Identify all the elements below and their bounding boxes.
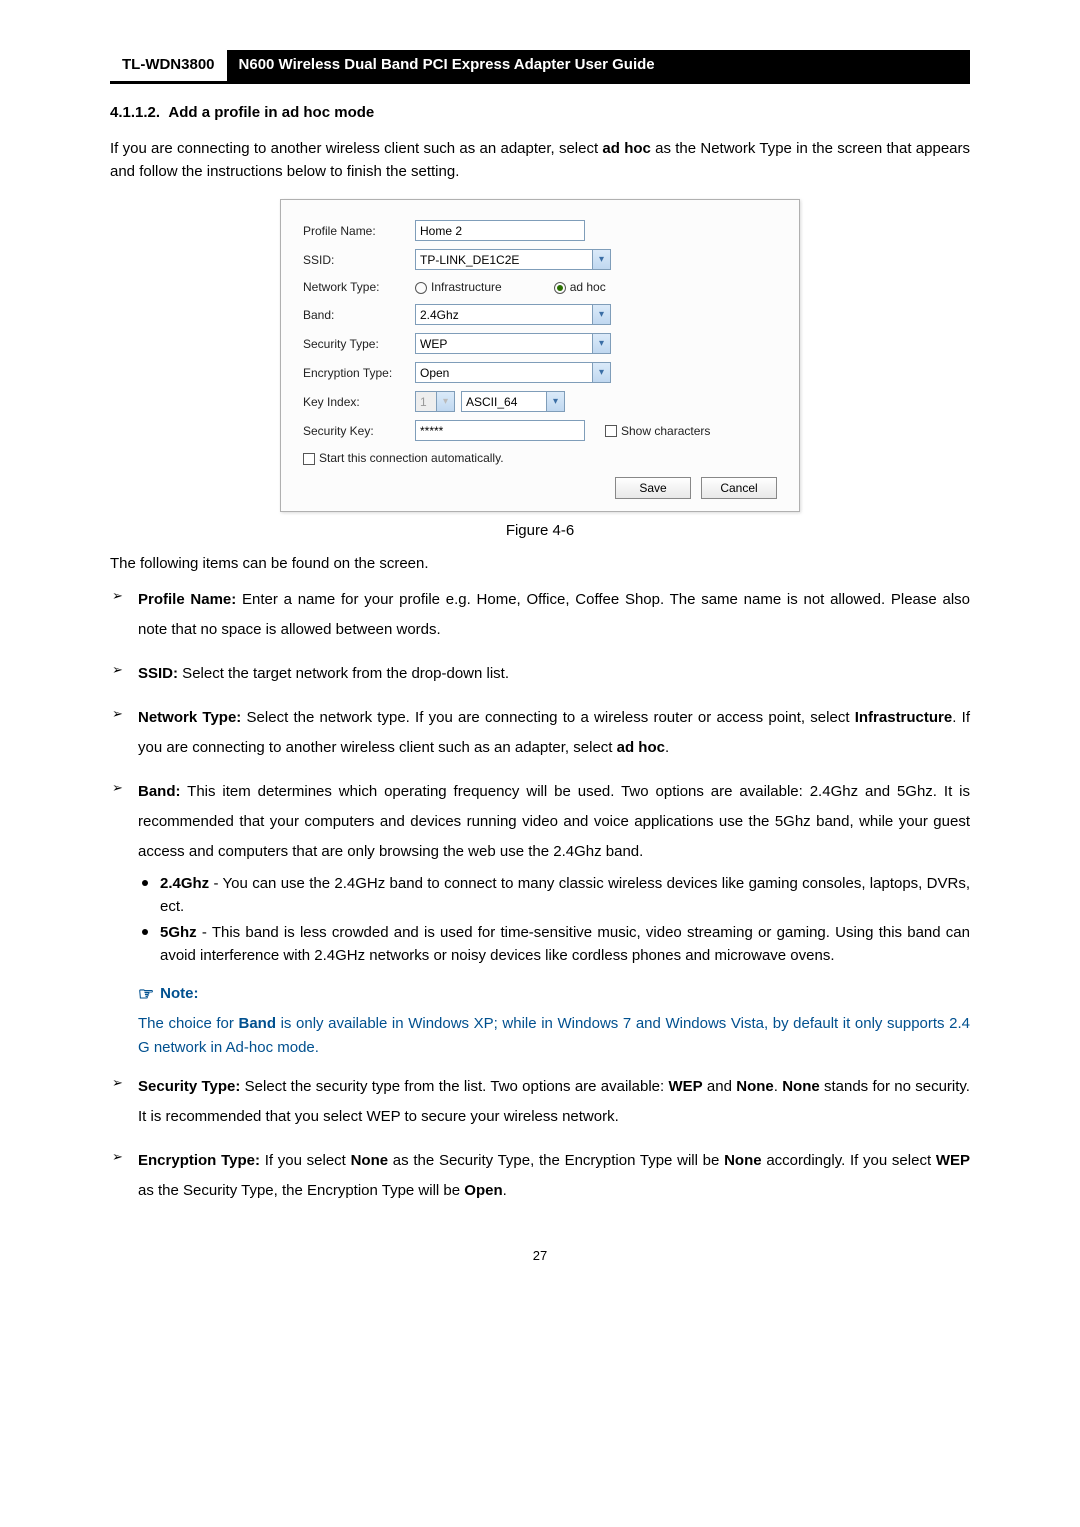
item-ssid: SSID: Select the target network from the…	[138, 659, 970, 689]
chevron-down-icon[interactable]: ▾	[436, 392, 454, 411]
security-key-label: Security Key:	[303, 422, 415, 440]
subitem-24ghz: 2.4Ghz - You can use the 2.4GHz band to …	[160, 873, 970, 918]
adhoc-radio[interactable]: ad hoc	[554, 278, 606, 296]
note-head-text: Note:	[160, 983, 198, 1006]
chevron-down-icon[interactable]: ▾	[592, 250, 610, 269]
items-list: Profile Name: Enter a name for your prof…	[110, 585, 970, 967]
item-profile-name: Profile Name: Enter a name for your prof…	[138, 585, 970, 645]
save-button[interactable]: Save	[615, 477, 691, 499]
ssid-label: SSID:	[303, 251, 415, 269]
subitem-5ghz: 5Ghz - This band is less crowded and is …	[160, 922, 970, 967]
note-block: ☞Note: The choice for Band is only avail…	[138, 981, 970, 1060]
item-network-type: Network Type: Select the network type. I…	[138, 703, 970, 763]
key-index-label: Key Index:	[303, 393, 415, 411]
profile-name-label: Profile Name:	[303, 222, 415, 240]
item-band: Band: This item determines which operati…	[138, 777, 970, 967]
follow-line: The following items can be found on the …	[110, 553, 970, 576]
autostart-checkbox[interactable]: Start this connection automatically.	[303, 449, 777, 467]
chevron-down-icon[interactable]: ▾	[592, 363, 610, 382]
band-label: Band:	[303, 306, 415, 324]
pointing-hand-icon: ☞	[138, 981, 154, 1008]
ssid-select[interactable]	[415, 249, 611, 270]
chevron-down-icon[interactable]: ▾	[592, 334, 610, 353]
encryption-type-select[interactable]	[415, 362, 611, 383]
item-security-type: Security Type: Select the security type …	[138, 1072, 970, 1132]
items-list-cont: Security Type: Select the security type …	[110, 1072, 970, 1206]
chevron-down-icon[interactable]: ▾	[546, 392, 564, 411]
guide-title: N600 Wireless Dual Band PCI Express Adap…	[227, 50, 970, 81]
network-type-label: Network Type:	[303, 278, 415, 296]
section-title-text: Add a profile in ad hoc mode	[168, 104, 374, 121]
intro-paragraph: If you are connecting to another wireles…	[110, 138, 970, 183]
security-type-select[interactable]	[415, 333, 611, 354]
section-heading: 4.1.1.2. Add a profile in ad hoc mode	[110, 102, 970, 125]
profile-name-input[interactable]	[415, 220, 585, 241]
chevron-down-icon[interactable]: ▾	[592, 305, 610, 324]
band-select[interactable]	[415, 304, 611, 325]
cancel-button[interactable]: Cancel	[701, 477, 777, 499]
security-type-label: Security Type:	[303, 335, 415, 353]
header-bar: TL-WDN3800 N600 Wireless Dual Band PCI E…	[110, 50, 970, 84]
encryption-type-label: Encryption Type:	[303, 364, 415, 382]
profile-dialog: Profile Name: SSID: ▾ Network Type: Infr…	[280, 199, 800, 512]
security-key-input[interactable]	[415, 420, 585, 441]
section-number: 4.1.1.2.	[110, 104, 160, 121]
page-number: 27	[110, 1246, 970, 1266]
show-characters-checkbox[interactable]: Show characters	[605, 422, 710, 440]
model-label: TL-WDN3800	[110, 50, 227, 81]
infrastructure-radio[interactable]: Infrastructure	[415, 278, 502, 296]
figure-caption: Figure 4-6	[110, 520, 970, 543]
item-encryption-type: Encryption Type: If you select None as t…	[138, 1146, 970, 1206]
